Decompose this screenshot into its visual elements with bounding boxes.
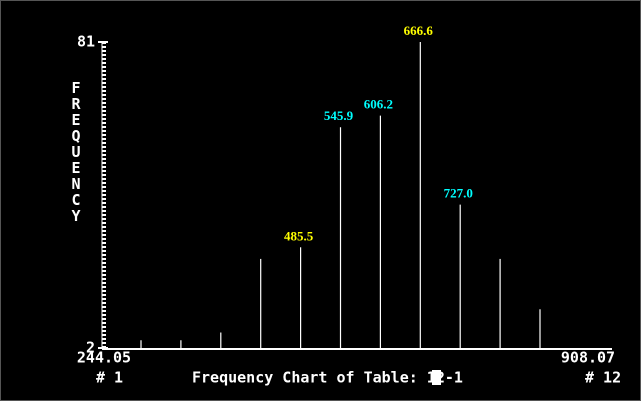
bar-label: 606.2 <box>364 97 393 112</box>
bar-label: 485.5 <box>284 228 314 243</box>
y-tick-label: 2 <box>86 339 95 357</box>
last-class-label: # 12 <box>585 369 621 387</box>
x-start-label: 244.05 <box>77 349 131 367</box>
y-tick-label: 81 <box>77 33 95 51</box>
first-class-label: # 1 <box>96 369 123 387</box>
bar-label: 727.0 <box>444 186 473 201</box>
chart-title: Frequency Chart of Table: 12-1 <box>192 369 463 387</box>
bar-label: 666.6 <box>404 23 434 38</box>
x-end-label: 908.07 <box>561 349 615 367</box>
bar-label: 545.9 <box>324 108 354 123</box>
cursor <box>432 370 441 385</box>
y-axis-label: FREQUENCY <box>71 79 81 225</box>
